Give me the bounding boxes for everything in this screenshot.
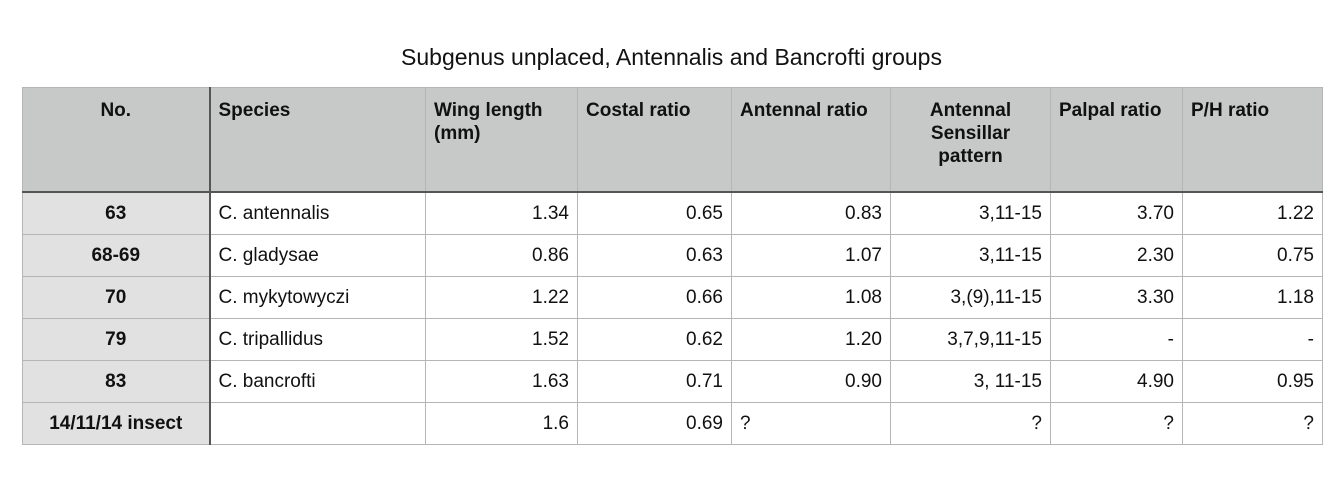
table-cell: 3,11-15 (890, 234, 1051, 277)
table-cell: 68-69 (22, 234, 211, 277)
table-cell: - (1050, 318, 1183, 361)
table-body: 63 C. antennalis 1.34 0.65 0.83 3,11-15 3.70 1.… (22, 191, 1323, 445)
table-header: No. Species Wing length (mm) Costal ratio An… (22, 87, 1323, 193)
table-cell: 0.63 (577, 234, 732, 277)
table-cell: 79 (22, 318, 211, 361)
table-cell: 1.52 (425, 318, 578, 361)
table-cell (209, 402, 426, 445)
table-cell: 0.71 (577, 360, 732, 403)
table-cell: 0.75 (1182, 234, 1323, 277)
table-cell: 1.34 (425, 191, 578, 235)
header-cell: Antennal Sensillar pattern (890, 87, 1051, 193)
table-cell: 70 (22, 276, 211, 319)
table-cell: 1.20 (731, 318, 891, 361)
table-cell: ? (1182, 402, 1323, 445)
header-row: No. Species Wing length (mm) Costal ratio An… (22, 87, 1323, 193)
table-cell: C. tripallidus (209, 318, 426, 361)
header-cell: Antennal ratio (731, 87, 891, 193)
table-cell: ? (731, 402, 891, 445)
header-cell: Palpal ratio (1050, 87, 1183, 193)
header-cell: No. (22, 87, 211, 193)
table-cell: C. gladysae (209, 234, 426, 277)
table-cell: 3,7,9,11-15 (890, 318, 1051, 361)
table-cell: 1.07 (731, 234, 891, 277)
table-cell: 14/11/14 insect (22, 402, 211, 445)
table-cell: 0.69 (577, 402, 732, 445)
table-cell: 1.22 (1182, 191, 1323, 235)
table-cell: ? (890, 402, 1051, 445)
table-cell: 1.63 (425, 360, 578, 403)
table-row: 79 C. tripallidus 1.52 0.62 1.20 3,7,9,11-15-… (22, 318, 1323, 361)
table-cell: 0.65 (577, 191, 732, 235)
table-title: Subgenus unplaced, Antennalis and Bancro… (401, 44, 942, 70)
table-row: 68-69 C. gladysae 0.86 0.63 1.07 3,11-15 2.30 0… (22, 234, 1323, 277)
table-cell: 1.08 (731, 276, 891, 319)
table-cell: 2.30 (1050, 234, 1183, 277)
header-cell: P/H ratio (1182, 87, 1323, 193)
table-cell: 3.70 (1050, 191, 1183, 235)
table-cell: ? (1050, 402, 1183, 445)
table-cell: 0.90 (731, 360, 891, 403)
table-cell: 1.6 (425, 402, 578, 445)
table-row: 70 C. mykytowyczi 1.22 0.66 1.08 3,(9),11-15 3… (22, 276, 1323, 319)
table-cell: 3,11-15 (890, 191, 1051, 235)
header-cell: Wing length (mm) (425, 87, 578, 193)
table-cell: 0.83 (731, 191, 891, 235)
table-cell: 3, 11-15 (890, 360, 1051, 403)
table-cell: 3.30 (1050, 276, 1183, 319)
table-cell: 1.18 (1182, 276, 1323, 319)
table-row: 14/11/14 insect 1.6 0.69???? (22, 402, 1323, 445)
table-cell: C. bancrofti (209, 360, 426, 403)
table-cell: 0.62 (577, 318, 732, 361)
table-cell: 4.90 (1050, 360, 1183, 403)
table-cell: 0.95 (1182, 360, 1323, 403)
table-cell: 83 (22, 360, 211, 403)
data-table: No. Species Wing length (mm) Costal ratio An… (22, 87, 1323, 445)
table-cell: 0.86 (425, 234, 578, 277)
table-cell: 1.22 (425, 276, 578, 319)
table-cell: 3,(9),11-15 (890, 276, 1051, 319)
table-cell: 63 (22, 191, 211, 235)
table-row: 63 C. antennalis 1.34 0.65 0.83 3,11-15 3.70 1.… (22, 191, 1323, 235)
table-cell: - (1182, 318, 1323, 361)
table-cell: C. antennalis (209, 191, 426, 235)
table-cell: C. mykytowyczi (209, 276, 426, 319)
table-cell: 0.66 (577, 276, 732, 319)
header-cell: Species (209, 87, 426, 193)
header-cell: Costal ratio (577, 87, 732, 193)
table-row: 83 C. bancrofti 1.63 0.71 0.90 3, 11-15 4.90 0.… (22, 360, 1323, 403)
